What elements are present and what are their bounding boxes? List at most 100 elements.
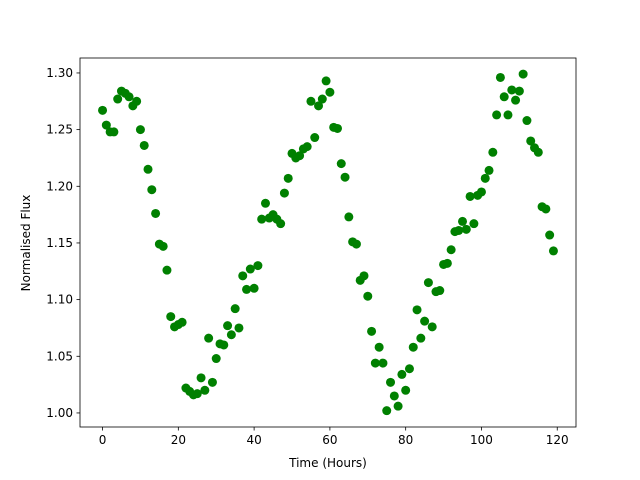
- point: [484, 165, 494, 175]
- point: [336, 159, 346, 169]
- point: [192, 389, 202, 399]
- point: [314, 101, 324, 111]
- point: [113, 94, 123, 104]
- point: [499, 92, 509, 102]
- point: [242, 284, 252, 294]
- point: [367, 326, 377, 336]
- point: [230, 304, 240, 314]
- point: [98, 105, 108, 115]
- point: [124, 92, 134, 102]
- point: [351, 239, 361, 249]
- point: [465, 191, 475, 201]
- point: [480, 173, 490, 183]
- point: [135, 125, 145, 135]
- point: [404, 364, 414, 374]
- point: [344, 212, 354, 222]
- point: [257, 214, 267, 224]
- point: [518, 69, 528, 79]
- y-tick-label: 1.15: [46, 236, 73, 250]
- point: [295, 151, 305, 161]
- point: [302, 142, 312, 152]
- point: [416, 333, 426, 343]
- point: [514, 86, 524, 96]
- point: [363, 291, 373, 301]
- point: [454, 225, 464, 235]
- point: [427, 322, 437, 332]
- point: [469, 219, 479, 229]
- point: [204, 333, 214, 343]
- point: [522, 116, 532, 126]
- point: [177, 317, 187, 327]
- x-tick-label: 60: [322, 433, 337, 447]
- y-tick-label: 1.25: [46, 123, 73, 137]
- point: [207, 377, 217, 387]
- point: [101, 120, 111, 130]
- point: [359, 271, 369, 281]
- point: [158, 241, 168, 251]
- point: [279, 188, 289, 198]
- point: [147, 185, 157, 195]
- point: [151, 208, 161, 218]
- x-tick-label: 120: [546, 433, 569, 447]
- point: [253, 261, 263, 271]
- point: [234, 323, 244, 333]
- point: [374, 342, 384, 352]
- point: [446, 245, 456, 255]
- point: [223, 321, 233, 331]
- plot-frame: [79, 57, 577, 428]
- y-tick-label: 1.10: [46, 293, 73, 307]
- y-axis-label: Normalised Flux: [19, 195, 33, 292]
- point: [389, 391, 399, 401]
- point: [541, 204, 551, 214]
- point: [435, 286, 445, 296]
- point: [461, 224, 471, 234]
- y-tick-label: 1.00: [46, 406, 73, 420]
- point: [321, 76, 331, 86]
- point: [211, 354, 221, 364]
- y-tick-label: 1.20: [46, 179, 73, 193]
- point: [412, 305, 422, 315]
- point: [378, 358, 388, 368]
- point: [226, 330, 236, 340]
- point: [488, 147, 498, 157]
- point: [260, 198, 270, 208]
- point: [533, 147, 543, 157]
- point: [283, 173, 293, 183]
- point: [306, 96, 316, 106]
- point: [219, 340, 229, 350]
- y-tick-label: 1.30: [46, 66, 73, 80]
- point: [386, 377, 396, 387]
- point: [238, 271, 248, 281]
- point: [382, 406, 392, 416]
- point: [276, 219, 286, 229]
- point: [310, 133, 320, 143]
- point: [393, 401, 403, 411]
- point: [166, 312, 176, 322]
- point: [397, 369, 407, 379]
- point: [545, 230, 555, 240]
- x-tick-label: 100: [470, 433, 493, 447]
- point: [548, 246, 558, 256]
- point: [401, 385, 411, 395]
- point: [458, 216, 468, 226]
- point: [442, 258, 452, 268]
- point: [162, 265, 172, 275]
- point: [507, 85, 517, 95]
- x-tick-label: 0: [99, 433, 107, 447]
- point: [249, 283, 259, 293]
- point: [495, 72, 505, 82]
- point: [325, 87, 335, 97]
- point: [200, 385, 210, 395]
- x-axis-label: Time (Hours): [288, 456, 367, 470]
- point: [420, 316, 430, 326]
- x-tick-label: 20: [171, 433, 186, 447]
- point: [317, 94, 327, 104]
- y-tick-label: 1.05: [46, 349, 73, 363]
- point: [370, 358, 380, 368]
- point: [132, 96, 142, 106]
- point: [109, 127, 119, 137]
- point: [139, 140, 149, 150]
- point: [408, 342, 418, 352]
- point: [476, 187, 486, 197]
